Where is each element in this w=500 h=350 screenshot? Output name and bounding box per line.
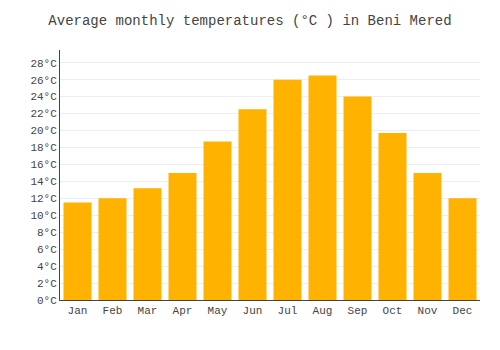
- svg-text:18°C: 18°C: [30, 142, 57, 154]
- svg-text:Feb: Feb: [103, 305, 123, 317]
- svg-text:Mar: Mar: [138, 305, 158, 317]
- svg-text:Oct: Oct: [383, 305, 403, 317]
- svg-text:4°C: 4°C: [37, 261, 57, 273]
- svg-text:Jun: Jun: [243, 305, 263, 317]
- svg-text:Jul: Jul: [278, 305, 298, 317]
- svg-text:26°C: 26°C: [30, 75, 57, 87]
- svg-text:Apr: Apr: [173, 305, 193, 317]
- svg-text:Sep: Sep: [348, 305, 368, 317]
- svg-text:6°C: 6°C: [37, 244, 57, 256]
- svg-text:22°C: 22°C: [30, 108, 57, 120]
- svg-text:Average monthly temperatures (: Average monthly temperatures (°C ) in Be…: [48, 13, 451, 29]
- svg-text:Nov: Nov: [418, 305, 438, 317]
- svg-text:2°C: 2°C: [37, 278, 57, 290]
- svg-text:0°C: 0°C: [37, 295, 57, 307]
- svg-text:14°C: 14°C: [30, 176, 57, 188]
- svg-text:20°C: 20°C: [30, 125, 57, 137]
- svg-text:24°C: 24°C: [30, 91, 57, 103]
- svg-text:28°C: 28°C: [30, 58, 57, 70]
- svg-text:8°C: 8°C: [37, 227, 57, 239]
- svg-text:Jan: Jan: [68, 305, 88, 317]
- svg-text:16°C: 16°C: [30, 159, 57, 171]
- svg-text:May: May: [208, 305, 228, 317]
- svg-text:10°C: 10°C: [30, 210, 57, 222]
- svg-text:Dec: Dec: [453, 305, 473, 317]
- svg-text:Aug: Aug: [313, 305, 333, 317]
- svg-text:12°C: 12°C: [30, 193, 57, 205]
